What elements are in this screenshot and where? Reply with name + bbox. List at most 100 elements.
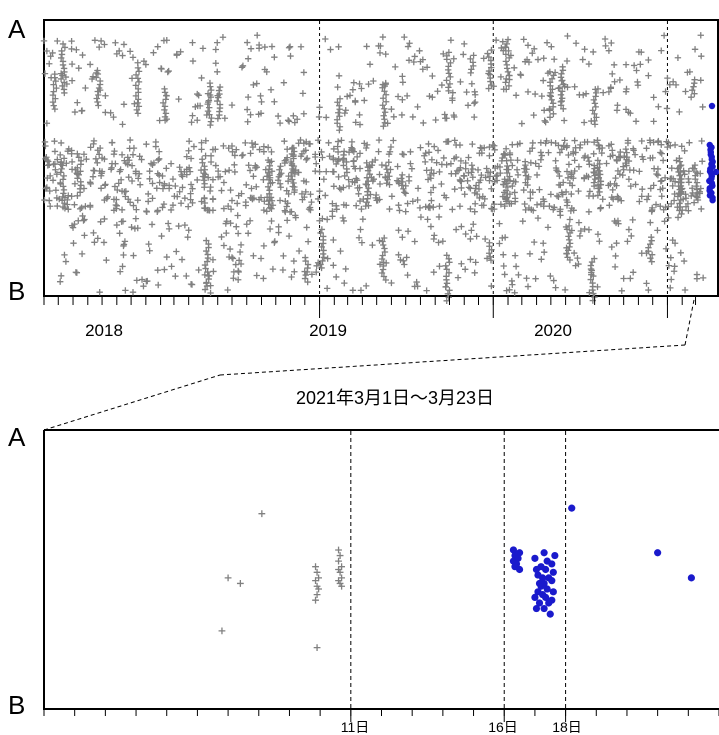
plus-marker xyxy=(563,57,571,65)
plus-marker xyxy=(585,226,593,233)
plus-marker xyxy=(355,234,363,241)
plus-marker xyxy=(313,644,321,652)
plus-marker xyxy=(388,105,395,113)
plus-marker xyxy=(230,275,237,282)
plus-marker xyxy=(301,268,308,275)
plus-marker xyxy=(369,241,376,249)
plus-marker xyxy=(125,196,132,203)
plus-marker xyxy=(571,83,578,90)
plus-marker xyxy=(417,58,424,65)
plus-marker xyxy=(493,177,501,184)
plus-marker xyxy=(570,249,578,257)
plus-marker xyxy=(326,153,333,160)
plus-marker xyxy=(363,181,370,188)
plus-marker xyxy=(75,65,82,72)
plus-marker xyxy=(558,77,565,85)
plus-marker xyxy=(441,192,448,199)
plus-marker xyxy=(271,53,278,61)
plus-marker xyxy=(639,153,646,160)
plus-marker xyxy=(384,169,392,176)
plus-marker xyxy=(565,233,572,240)
plus-marker xyxy=(305,140,313,148)
plus-marker xyxy=(283,154,291,161)
plus-marker xyxy=(508,277,516,285)
plus-marker xyxy=(486,152,493,159)
dot-marker xyxy=(538,591,547,599)
plus-marker xyxy=(212,146,219,153)
plus-marker xyxy=(207,289,214,297)
plus-marker xyxy=(329,200,336,207)
plus-marker xyxy=(664,74,671,82)
plus-marker xyxy=(591,121,599,128)
plus-marker xyxy=(375,148,382,155)
plus-marker xyxy=(560,105,567,113)
plus-marker xyxy=(133,277,141,284)
plus-marker xyxy=(335,109,342,116)
plus-marker xyxy=(234,200,241,207)
plus-marker xyxy=(589,107,596,114)
plus-marker xyxy=(652,201,660,208)
plus-marker xyxy=(595,185,603,192)
plus-marker xyxy=(365,178,372,185)
plus-marker xyxy=(511,289,518,296)
plus-marker xyxy=(593,114,600,121)
plus-marker xyxy=(501,202,508,210)
plus-marker xyxy=(485,85,492,92)
plus-marker xyxy=(282,208,289,216)
plus-marker xyxy=(417,213,425,221)
plus-marker xyxy=(124,161,131,168)
plus-marker xyxy=(449,94,456,102)
plus-marker xyxy=(540,77,547,84)
plus-marker xyxy=(74,175,81,182)
plus-marker xyxy=(638,193,645,200)
plus-marker xyxy=(68,150,75,157)
plus-marker xyxy=(619,163,627,170)
plus-marker xyxy=(504,183,512,191)
plus-marker xyxy=(566,216,574,223)
plus-marker xyxy=(206,187,214,195)
plus-marker xyxy=(530,45,538,53)
plus-marker xyxy=(691,90,698,97)
plus-marker xyxy=(205,244,212,251)
plus-marker xyxy=(540,248,548,256)
plus-marker xyxy=(224,574,232,582)
plus-marker xyxy=(233,146,240,153)
plus-marker xyxy=(505,47,512,55)
plus-marker xyxy=(77,182,85,189)
plus-marker xyxy=(227,206,235,213)
plus-marker xyxy=(697,32,704,39)
plus-marker xyxy=(461,172,468,180)
plus-marker xyxy=(43,47,51,55)
plus-marker xyxy=(94,159,101,166)
plus-marker xyxy=(267,86,275,93)
overview-month-ticks xyxy=(43,296,697,305)
plus-marker xyxy=(381,119,389,126)
plus-marker xyxy=(352,165,359,172)
plus-marker xyxy=(363,174,371,181)
plus-marker xyxy=(504,68,512,76)
plus-marker xyxy=(546,202,553,210)
plus-marker xyxy=(203,282,211,290)
plus-marker xyxy=(416,47,423,55)
plus-marker xyxy=(677,189,685,197)
plus-marker xyxy=(655,137,662,145)
plus-marker xyxy=(368,161,376,169)
plus-marker xyxy=(504,36,512,43)
plus-marker xyxy=(653,170,660,178)
plus-marker xyxy=(521,168,529,176)
plus-marker xyxy=(632,118,640,125)
plus-marker xyxy=(134,64,142,72)
plus-marker xyxy=(621,152,628,160)
plus-marker xyxy=(208,86,215,94)
overview-blue-series xyxy=(706,102,719,204)
plus-marker xyxy=(207,83,214,90)
plus-marker xyxy=(468,227,475,234)
plus-marker xyxy=(434,147,442,154)
plus-marker xyxy=(446,259,453,266)
plus-marker xyxy=(287,172,295,180)
plus-marker xyxy=(255,41,263,49)
plus-marker xyxy=(499,234,506,242)
plus-marker xyxy=(223,218,230,225)
plus-marker xyxy=(335,156,342,163)
plus-marker xyxy=(128,162,136,169)
